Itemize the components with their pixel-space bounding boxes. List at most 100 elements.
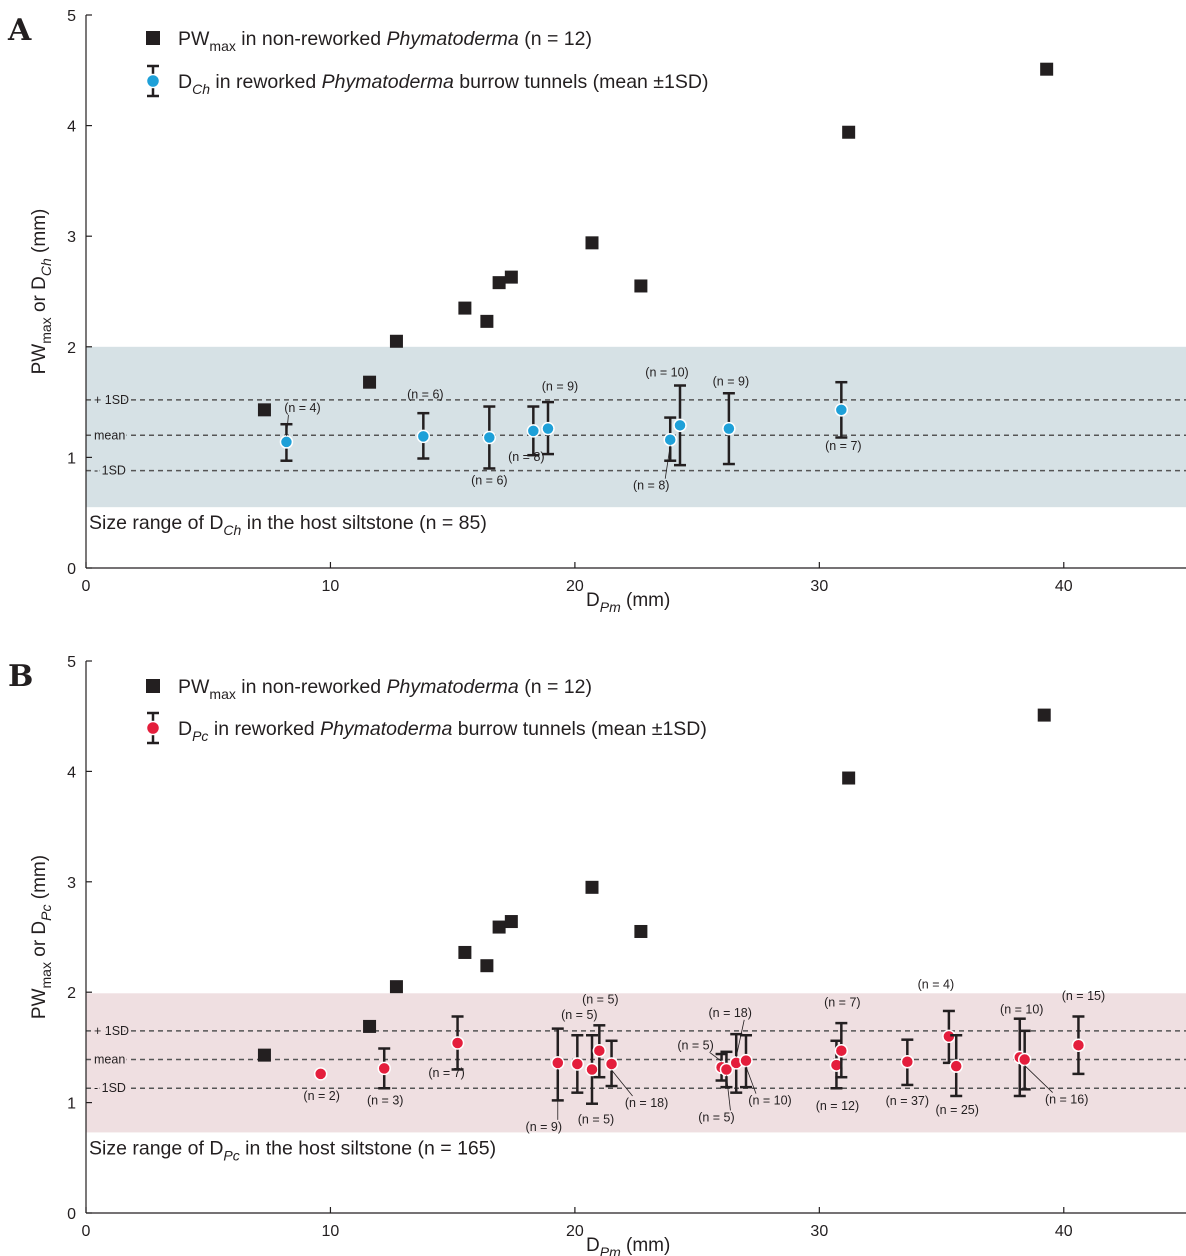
- legend-entry-text: in reworked: [208, 718, 320, 740]
- pwmax-square: [1037, 708, 1051, 722]
- reference-line-label: - 1SD: [94, 464, 126, 478]
- n-label-leader: [726, 1075, 731, 1111]
- legend-entry-text: D: [178, 718, 192, 740]
- n-label: (n = 5): [561, 1008, 597, 1022]
- y-tick-label: 4: [67, 119, 76, 136]
- mean-point: [313, 1067, 328, 1081]
- legend-entry: DCh in reworked Phymatoderma burrow tunn…: [178, 71, 708, 97]
- y-tick-label: 0: [67, 561, 76, 578]
- size-range-band: [86, 993, 1186, 1133]
- n-label: (n = 15): [1062, 989, 1105, 1003]
- y-axis-title-part: PW: [29, 344, 50, 375]
- mean-point: [570, 1057, 585, 1071]
- x-tick-label: 30: [810, 578, 828, 595]
- y-tick-label: 3: [67, 875, 76, 892]
- legend-entry-text: (n = 12): [519, 28, 592, 50]
- y-tick-label: 3: [67, 229, 76, 246]
- n-label: (n = 10): [645, 365, 688, 379]
- legend-entry-sub: Ch: [192, 81, 210, 97]
- n-label: (n = 18): [709, 1006, 752, 1020]
- pwmax-square: [458, 945, 472, 959]
- legend-entry: DPc in reworked Phymatoderma burrow tunn…: [178, 718, 707, 744]
- mean-point: [834, 403, 849, 417]
- x-axis-title: DPm (mm): [586, 590, 670, 615]
- legend-entry-text: in non-reworked: [236, 676, 387, 698]
- n-label: (n = 5): [582, 993, 618, 1007]
- n-label: (n = 3): [367, 1093, 403, 1107]
- legend-circle-marker: [145, 73, 161, 89]
- mean-point: [834, 1043, 849, 1058]
- band-label-suffix: in the host siltstone (n = 165): [240, 1137, 496, 1159]
- pwmax-square: [389, 334, 403, 348]
- legend-entry-text: in reworked: [210, 71, 322, 93]
- reference-line-label: + 1SD: [94, 393, 129, 407]
- mean-point: [949, 1059, 963, 1073]
- mean-point: [673, 418, 687, 433]
- n-label: (n = 9): [713, 375, 749, 389]
- pwmax-square: [480, 959, 494, 973]
- y-axis-title-part: PW: [29, 988, 50, 1019]
- reference-line-label: + 1SD: [94, 1024, 129, 1038]
- pwmax-square: [257, 1048, 271, 1062]
- mean-point: [416, 429, 431, 444]
- x-axis-title-rest: (mm): [621, 1235, 671, 1256]
- pwmax-square: [458, 301, 472, 315]
- n-label: (n = 10): [1000, 1002, 1043, 1016]
- y-axis-title-sub: Pc: [38, 905, 54, 921]
- band-label: Size range of DPc in the host siltstone …: [89, 1137, 496, 1163]
- x-axis-title-main: D: [586, 590, 600, 611]
- pwmax-square: [389, 980, 403, 994]
- reference-line-label: mean: [94, 1053, 125, 1067]
- n-label: (n = 7): [825, 439, 861, 453]
- y-tick-label: 1: [67, 1096, 76, 1113]
- x-axis-title-sub: Pm: [600, 599, 621, 615]
- y-axis-title-sub: max: [38, 317, 54, 343]
- x-tick-label: 40: [1055, 578, 1073, 595]
- n-label-leader: [745, 1066, 757, 1094]
- legend-entry-text: in non-reworked: [236, 28, 387, 50]
- mean-point: [551, 1056, 565, 1070]
- x-axis-title-main: D: [586, 1235, 600, 1256]
- mean-point: [663, 432, 677, 447]
- n-label: (n = 16): [1045, 1093, 1088, 1107]
- mean-point: [900, 1055, 915, 1069]
- y-tick-label: 5: [67, 654, 76, 671]
- x-tick-label: 20: [566, 578, 584, 595]
- x-tick-label: 10: [322, 578, 340, 595]
- pwmax-square: [492, 276, 506, 290]
- size-range-band: [86, 346, 1186, 508]
- legend-entry-sub: max: [209, 686, 235, 702]
- n-label: (n = 4): [284, 401, 320, 415]
- y-axis-title-part: or D: [29, 276, 50, 317]
- x-axis-title: DPm (mm): [586, 1235, 670, 1256]
- n-label: (n = 7): [428, 1066, 464, 1080]
- pwmax-square: [1040, 62, 1054, 76]
- mean-point: [526, 424, 541, 438]
- legend-entry-italic: Phymatoderma: [320, 718, 452, 740]
- pwmax-square: [634, 924, 648, 938]
- legend-entry-text: D: [178, 71, 192, 93]
- reference-line-label: mean: [94, 428, 125, 442]
- n-label: (n = 25): [936, 1103, 979, 1117]
- band-label-sub: Pc: [223, 1147, 239, 1163]
- n-label: (n = 5): [677, 1038, 713, 1052]
- pwmax-square: [480, 314, 494, 328]
- y-tick-label: 5: [67, 8, 76, 25]
- y-axis-title-part: or D: [29, 921, 50, 962]
- pwmax-square: [257, 403, 271, 417]
- panel-label: B: [8, 659, 33, 694]
- x-axis-title-rest: (mm): [621, 590, 671, 611]
- x-tick-label: 40: [1055, 1223, 1073, 1240]
- y-axis-title: PWmax or DPc (mm): [29, 855, 54, 1019]
- n-label: (n = 8): [633, 479, 669, 493]
- legend-entry-sub: Pc: [192, 728, 208, 744]
- band-label-prefix: Size range of D: [89, 1137, 223, 1159]
- n-label-leader: [611, 1069, 633, 1097]
- y-tick-label: 2: [67, 985, 76, 1002]
- mean-point: [377, 1061, 391, 1076]
- mean-point: [482, 430, 497, 445]
- x-tick-label: 20: [566, 1223, 584, 1240]
- legend-entry-italic: Phymatoderma: [387, 28, 519, 50]
- pwmax-square: [585, 236, 599, 250]
